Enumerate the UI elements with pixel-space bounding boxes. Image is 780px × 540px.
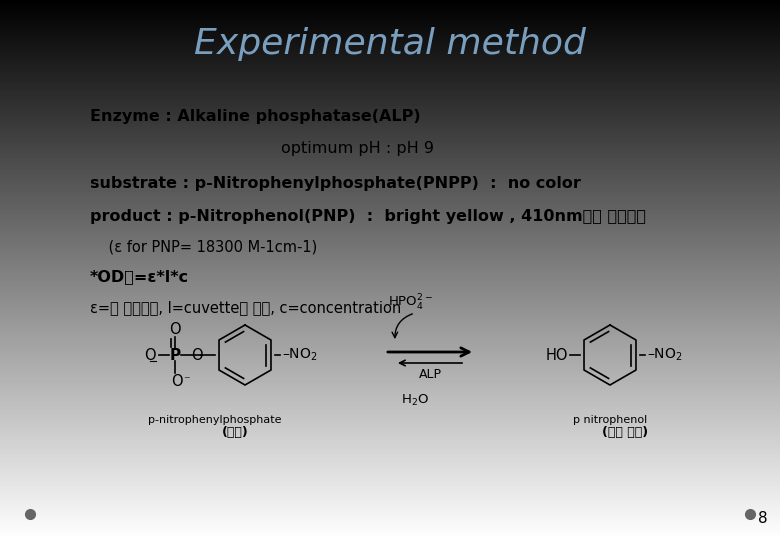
Text: (밝은 노랑): (밝은 노랑) xyxy=(602,427,648,440)
Text: product : p-Nitrophenol(PNP)  :  bright yellow , 410nm에서 최대흥광: product : p-Nitrophenol(PNP) : bright ye… xyxy=(90,208,646,224)
Text: *OD값=ε*l*c: *OD값=ε*l*c xyxy=(90,269,189,285)
Text: HPO$_4^{2-}$: HPO$_4^{2-}$ xyxy=(388,293,432,313)
Text: ALP: ALP xyxy=(419,368,441,381)
Text: (무색): (무색) xyxy=(222,427,248,440)
Text: Enzyme : Alkaline phosphatase(ALP): Enzyme : Alkaline phosphatase(ALP) xyxy=(90,109,420,124)
Text: O: O xyxy=(169,322,181,338)
Text: ⁻: ⁻ xyxy=(183,375,190,388)
Text: optimum pH : pH 9: optimum pH : pH 9 xyxy=(281,141,434,156)
Text: O: O xyxy=(144,348,156,362)
Text: p nitrophenol: p nitrophenol xyxy=(573,415,647,425)
Text: H$_2$O: H$_2$O xyxy=(401,393,429,408)
Text: –NO$_2$: –NO$_2$ xyxy=(647,347,682,363)
Text: P: P xyxy=(169,348,180,362)
Text: Experimental method: Experimental method xyxy=(194,28,586,61)
Text: HO: HO xyxy=(546,348,569,362)
Text: O: O xyxy=(171,374,183,388)
Text: p-nitrophenylphosphate: p-nitrophenylphosphate xyxy=(148,415,282,425)
Text: –NO$_2$: –NO$_2$ xyxy=(282,347,317,363)
Text: ε=몰 흡광계수, l=cuvette의 크기, c=concentration: ε=몰 흡광계수, l=cuvette의 크기, c=concentration xyxy=(90,300,401,315)
Text: substrate : p-Nitrophenylphosphate(PNPP)  :  no color: substrate : p-Nitrophenylphosphate(PNPP)… xyxy=(90,176,580,191)
Text: 8: 8 xyxy=(758,511,768,526)
Text: (ε for PNP= 18300 M-1cm-1): (ε for PNP= 18300 M-1cm-1) xyxy=(90,240,317,255)
Text: O: O xyxy=(191,348,203,362)
